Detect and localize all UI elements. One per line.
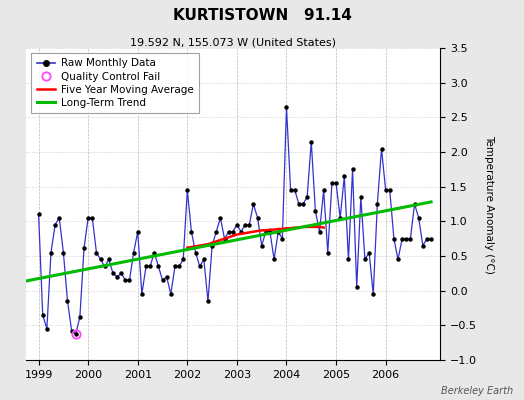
Legend: Raw Monthly Data, Quality Control Fail, Five Year Moving Average, Long-Term Tren: Raw Monthly Data, Quality Control Fail, … [31, 53, 199, 113]
Y-axis label: Temperature Anomaly (°C): Temperature Anomaly (°C) [484, 134, 494, 274]
Text: KURTISTOWN   91.14: KURTISTOWN 91.14 [172, 8, 352, 23]
Text: Berkeley Earth: Berkeley Earth [441, 386, 514, 396]
Title: 19.592 N, 155.073 W (United States): 19.592 N, 155.073 W (United States) [130, 37, 336, 47]
